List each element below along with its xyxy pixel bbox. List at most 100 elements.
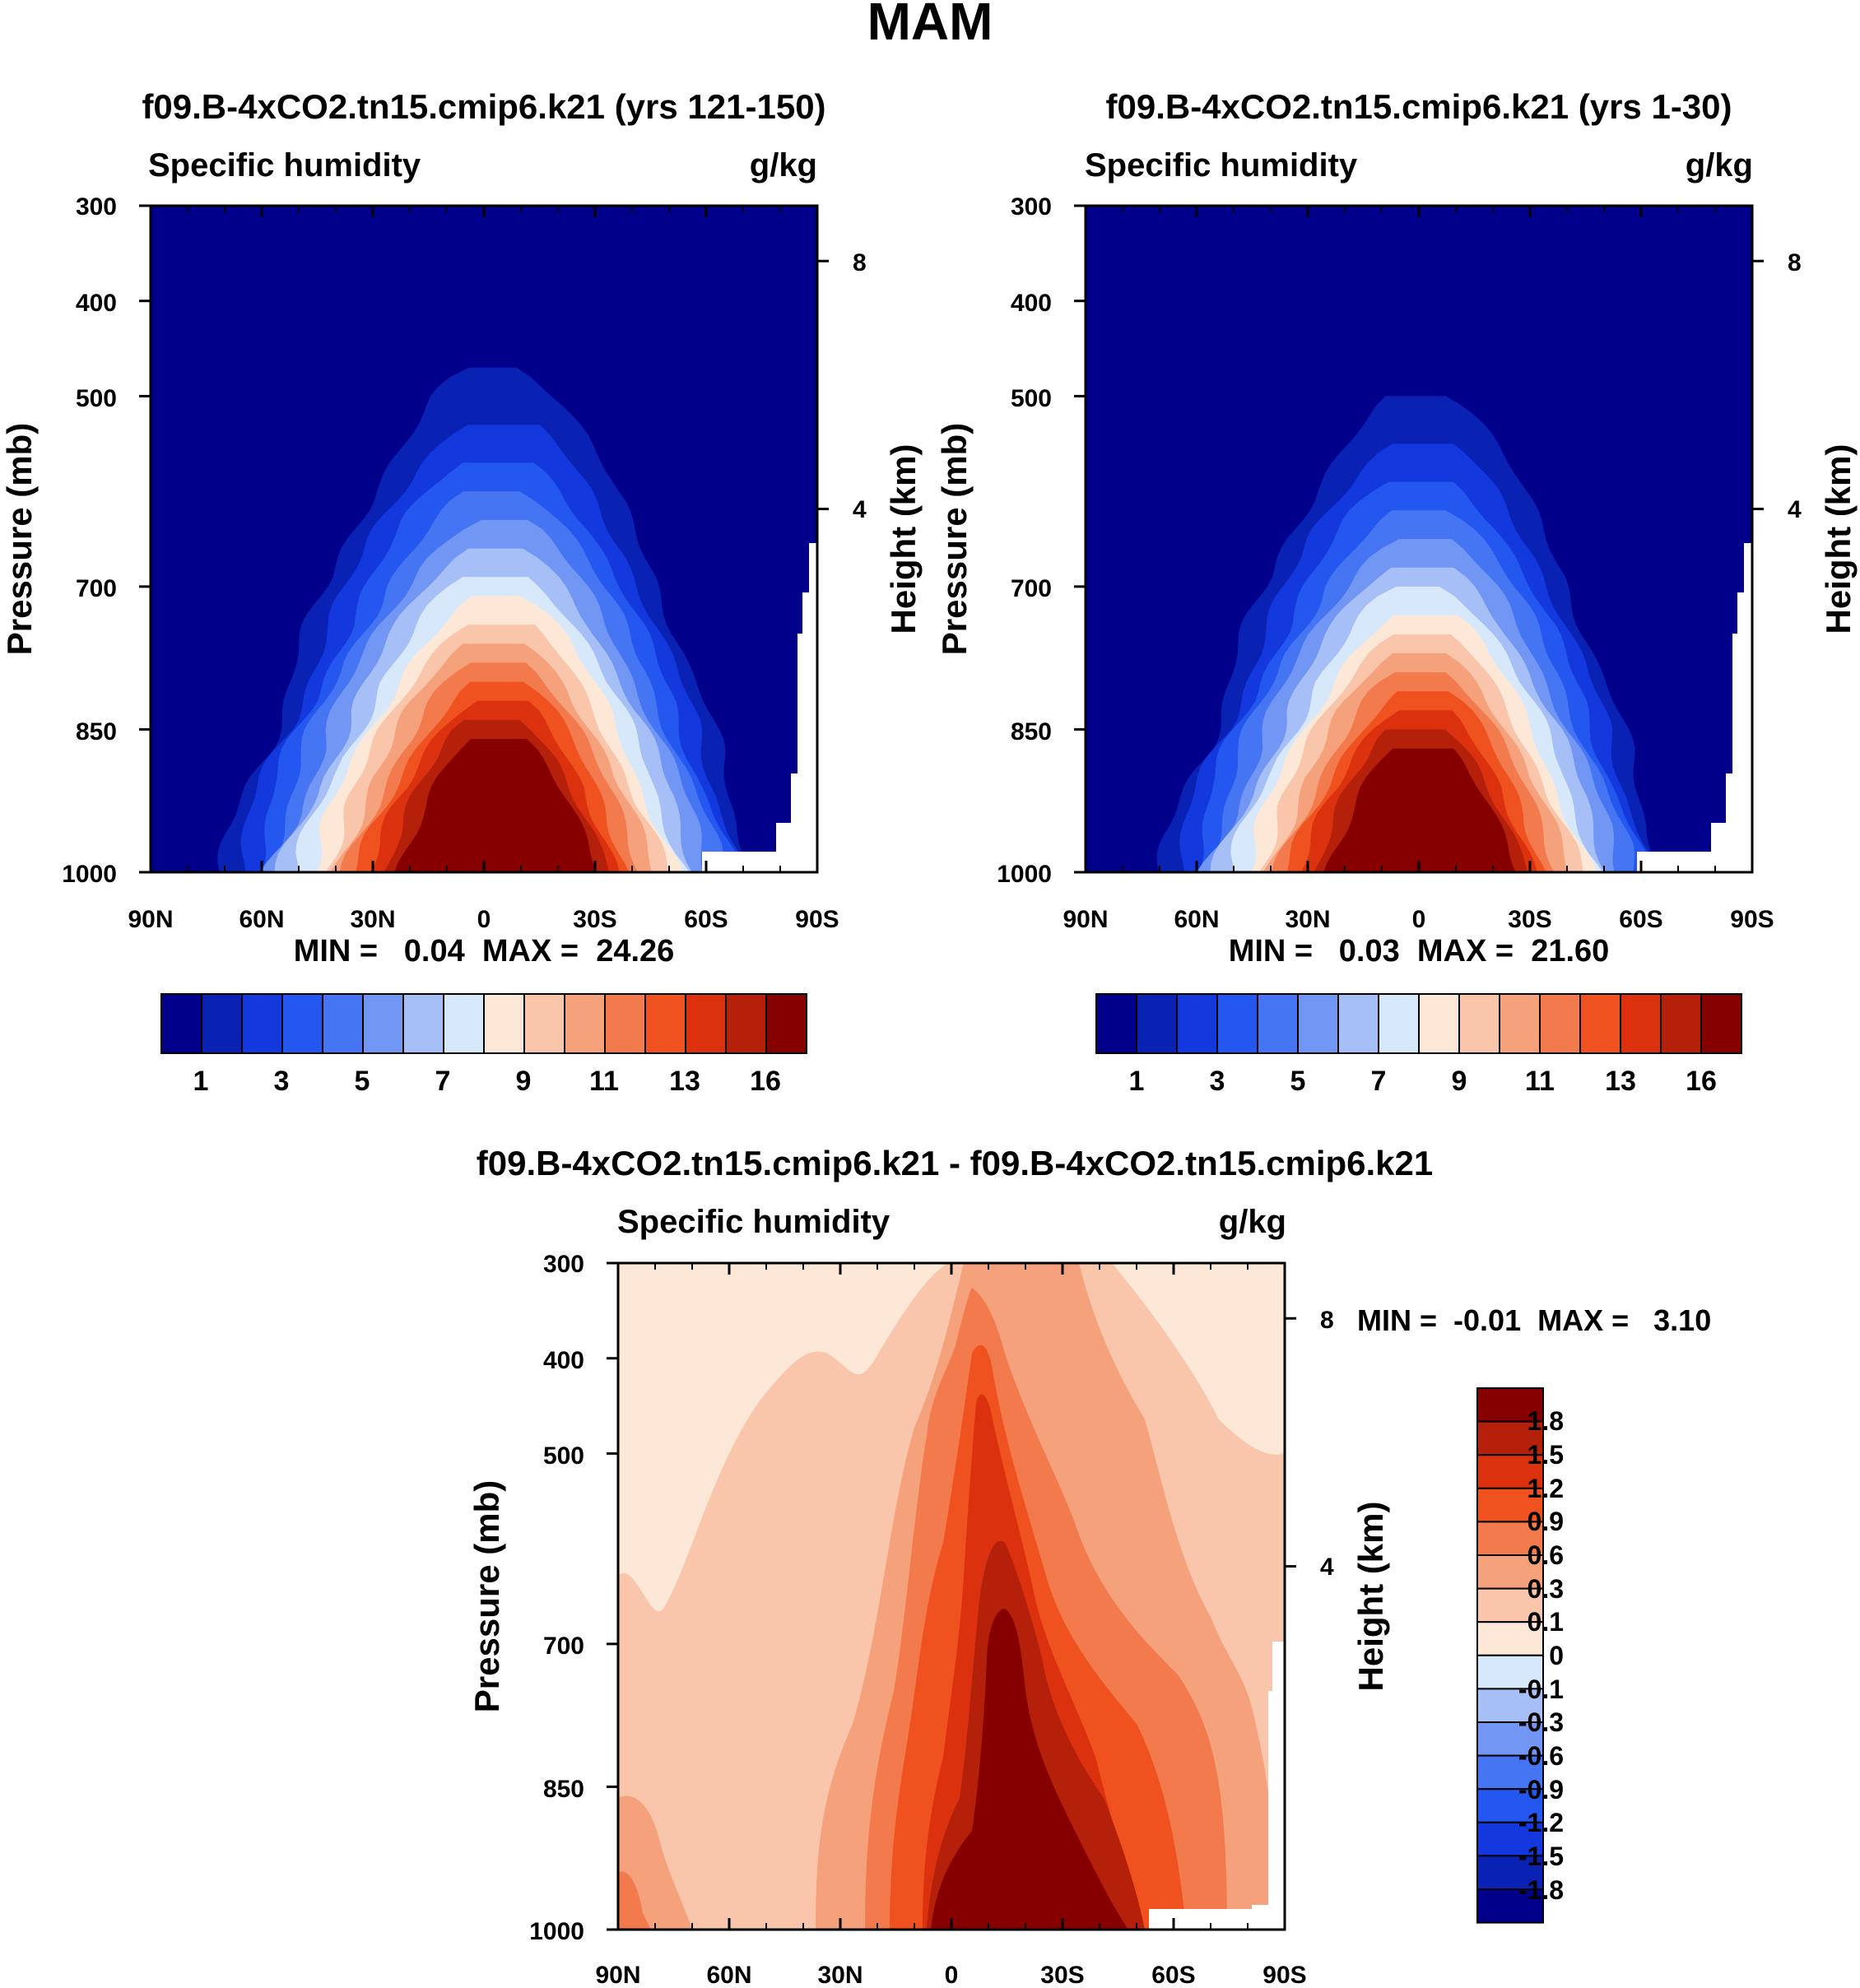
max-value: 21.60 (1531, 934, 1609, 968)
min-value: 0.03 (1339, 934, 1400, 968)
panel-title: f09.B-4xCO2.tn15.cmip6.k21 - f09.B-4xCO2… (477, 1144, 1434, 1182)
contour-band (931, 1609, 1128, 1930)
contour-band (618, 1871, 651, 1930)
colorbar-cell (523, 993, 565, 1054)
y2-axis-title: Height (km) (1819, 444, 1858, 634)
colorbar-cell (1136, 993, 1178, 1054)
variable-label: Specific humidity (1085, 147, 1358, 183)
colorbar-tick-label: 7 (1371, 1066, 1387, 1097)
y-axis-title: Pressure (mb) (467, 1480, 506, 1712)
y-tick-label: 500 (1011, 385, 1052, 412)
x-tick-label: 60S (1619, 906, 1662, 933)
y-tick-label: 400 (1011, 290, 1052, 317)
colorbar-cell (322, 993, 364, 1054)
y-axis-title: Pressure (mb) (935, 423, 974, 655)
colorbar-cell (1579, 993, 1621, 1054)
colorbar-tick-label: 0.3 (1528, 1574, 1564, 1604)
colorbar-cell (725, 993, 767, 1054)
panel-title: f09.B-4xCO2.tn15.cmip6.k21 (yrs 1-30) (1105, 87, 1732, 126)
colorbar-cell (1539, 993, 1581, 1054)
plot-area (616, 1261, 1286, 1931)
colorbar-cell (1378, 993, 1420, 1054)
x-tick-label: 30S (573, 906, 616, 933)
min-max-readout: MIN = 0.03 MAX = 21.60 (1229, 934, 1610, 968)
units-label: g/kg (1219, 1204, 1286, 1240)
colorbar-cell (281, 993, 323, 1054)
axis-ticks (607, 1261, 1296, 1931)
colorbar-tick-label: 1 (193, 1066, 209, 1097)
x-tick-label: 90S (1730, 906, 1774, 933)
x-tick-label: 0 (477, 906, 491, 933)
colorbar-tick-label: 11 (1525, 1066, 1555, 1097)
colorbar-tick-label: 16 (1686, 1066, 1717, 1097)
x-tick-label: 0 (945, 1962, 959, 1988)
contour-band (394, 739, 597, 872)
colorbar-cell (483, 993, 525, 1054)
max-value: 3.10 (1653, 1303, 1711, 1337)
colorbar-tick-label: 3 (1210, 1066, 1225, 1097)
x-tick-label: 90S (795, 906, 839, 933)
colorbar-cell (160, 993, 202, 1054)
colorbar-tick-label: 13 (669, 1066, 700, 1097)
colorbar-tick-label: -1.8 (1518, 1875, 1564, 1905)
colorbar-cell (402, 993, 444, 1054)
colorbar-cell (241, 993, 283, 1054)
colorbar-tick-label: -0.1 (1518, 1674, 1564, 1704)
colorbar-tick-label: -0.6 (1518, 1741, 1564, 1771)
x-tick-label: 90S (1262, 1962, 1306, 1988)
colorbar (1476, 1387, 1544, 1924)
colorbar-cell (1476, 1454, 1544, 1489)
colorbar-cell (1476, 1754, 1544, 1791)
colorbar-cell (765, 993, 807, 1054)
y-tick-label: 500 (543, 1442, 584, 1470)
colorbar-cell (1418, 993, 1460, 1054)
colorbar-cell (1176, 993, 1218, 1054)
y-tick-label: 850 (1011, 718, 1052, 746)
colorbar-tick-label: -0.9 (1518, 1775, 1564, 1805)
colorbar-cell (1476, 1654, 1544, 1690)
min-label: MIN = (294, 934, 378, 968)
min-max-readout: MIN = -0.01 MAX = 3.10 (1357, 1303, 1711, 1337)
min-label: MIN = (1357, 1303, 1437, 1337)
x-tick-label: 60N (1174, 906, 1219, 933)
colorbar-cell (443, 993, 485, 1054)
contour-band (1323, 748, 1516, 872)
colorbar-cell (1476, 1587, 1544, 1623)
x-tick-label: 60N (239, 906, 284, 933)
no-data-region (1637, 543, 1752, 872)
y2-tick-label: 4 (1320, 1554, 1334, 1581)
colorbar-tick-label: 11 (589, 1066, 619, 1097)
y-tick-label: 850 (543, 1776, 584, 1803)
variable-label: Specific humidity (617, 1204, 890, 1240)
y-tick-label: 1000 (529, 1918, 584, 1945)
colorbar-cell (1476, 1888, 1544, 1924)
y-tick-label: 1000 (997, 861, 1052, 888)
contour-field (618, 1263, 1285, 1930)
x-tick-label: 30N (817, 1962, 863, 1988)
min-value: 0.04 (404, 934, 465, 968)
max-value: 24.26 (596, 934, 674, 968)
panel-title: f09.B-4xCO2.tn15.cmip6.k21 (yrs 121-150) (142, 87, 825, 126)
colorbar (1095, 993, 1742, 1054)
colorbar-tick-label: -1.2 (1518, 1808, 1564, 1837)
x-tick-label: 30S (1508, 906, 1551, 933)
colorbar-cell (1458, 993, 1500, 1054)
y-tick-label: 300 (1011, 193, 1052, 221)
y-tick-label: 700 (1011, 575, 1052, 602)
colorbar-cell (1476, 1521, 1544, 1557)
plot-area (149, 204, 819, 874)
panel-top-left: f09.B-4xCO2.tn15.cmip6.k21 (yrs 121-150)… (0, 87, 923, 1097)
y-tick-label: 700 (76, 575, 117, 602)
colorbar-tick-label: 13 (1605, 1066, 1636, 1097)
contour-field (151, 206, 817, 872)
max-label: MAX = (1537, 1303, 1629, 1337)
y-tick-label: 400 (76, 290, 117, 317)
no-data-region (702, 543, 817, 872)
variable-label: Specific humidity (148, 147, 421, 183)
no-data-region (1149, 1642, 1285, 1930)
colorbar-tick-label: 0.9 (1528, 1507, 1564, 1536)
y2-tick-label: 8 (1788, 249, 1802, 276)
y-tick-label: 850 (76, 718, 117, 746)
colorbar-tick-label: 16 (750, 1066, 781, 1097)
